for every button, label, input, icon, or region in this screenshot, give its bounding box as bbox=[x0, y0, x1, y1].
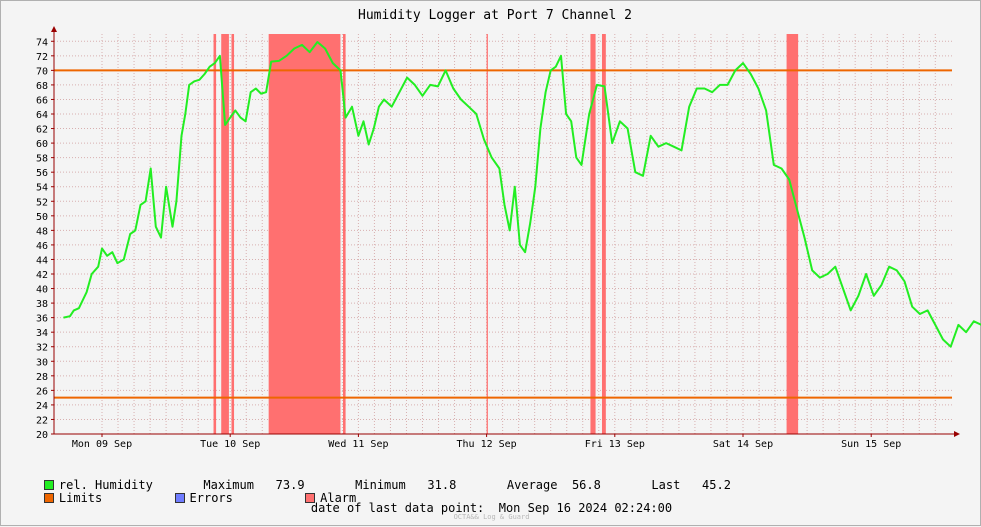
credit-text: OCTA&& Log & Guard bbox=[1, 513, 981, 521]
x-tick-label: Tue 10 Sep bbox=[200, 439, 260, 450]
y-tick-label: 26 bbox=[36, 386, 48, 397]
y-tick-label: 34 bbox=[36, 328, 48, 339]
y-tick-label: 44 bbox=[36, 255, 48, 266]
y-tick-label: 20 bbox=[36, 430, 48, 441]
alarm-band bbox=[214, 34, 217, 434]
avg-label: Average bbox=[507, 478, 558, 492]
y-tick-label: 70 bbox=[36, 66, 48, 77]
y-tick-label: 50 bbox=[36, 212, 48, 223]
y-tick-label: 42 bbox=[36, 270, 48, 281]
y-tick-label: 22 bbox=[36, 415, 48, 426]
alarm-band bbox=[787, 34, 799, 434]
y-tick-label: 60 bbox=[36, 139, 48, 150]
x-tick-label: Thu 12 Sep bbox=[456, 439, 516, 450]
x-tick-label: Fri 13 Sep bbox=[585, 439, 645, 450]
last-value: 45.2 bbox=[702, 478, 731, 492]
x-tick-label: Wed 11 Sep bbox=[328, 439, 388, 450]
y-tick-label: 48 bbox=[36, 226, 48, 237]
y-tick-label: 64 bbox=[36, 110, 48, 121]
y-tick-label: 38 bbox=[36, 299, 48, 310]
x-tick-label: Mon 09 Sep bbox=[72, 439, 132, 450]
alarm-band bbox=[269, 34, 341, 434]
min-value: 31.8 bbox=[427, 478, 456, 492]
y-tick-label: 28 bbox=[36, 372, 48, 383]
last-label: Last bbox=[651, 478, 680, 492]
y-tick-label: 56 bbox=[36, 168, 48, 179]
series-line-humidity bbox=[64, 42, 981, 347]
y-tick-label: 24 bbox=[36, 401, 48, 412]
y-tick-label: 74 bbox=[36, 37, 48, 48]
x-tick-label: Sun 15 Sep bbox=[841, 439, 901, 450]
y-tick-label: 32 bbox=[36, 343, 48, 354]
y-tick-label: 30 bbox=[36, 357, 48, 368]
y-tick-label: 66 bbox=[36, 95, 48, 106]
y-axis-arrow bbox=[51, 26, 57, 32]
alarm-band bbox=[231, 34, 234, 434]
chart-title: Humidity Logger at Port 7 Channel 2 bbox=[358, 8, 632, 23]
y-tick-label: 58 bbox=[36, 154, 48, 165]
avg-value: 56.8 bbox=[572, 478, 601, 492]
y-tick-label: 52 bbox=[36, 197, 48, 208]
y-tick-label: 72 bbox=[36, 52, 48, 63]
alarm-band bbox=[487, 34, 488, 434]
y-tick-label: 46 bbox=[36, 241, 48, 252]
y-tick-label: 40 bbox=[36, 285, 48, 296]
y-tick-label: 54 bbox=[36, 183, 48, 194]
x-axis-arrow bbox=[954, 431, 960, 437]
min-label: Minimum bbox=[355, 478, 406, 492]
y-tick-label: 62 bbox=[36, 125, 48, 136]
y-tick-label: 36 bbox=[36, 314, 48, 325]
y-tick-label: 68 bbox=[36, 81, 48, 92]
x-tick-label: Sat 14 Sep bbox=[713, 439, 773, 450]
